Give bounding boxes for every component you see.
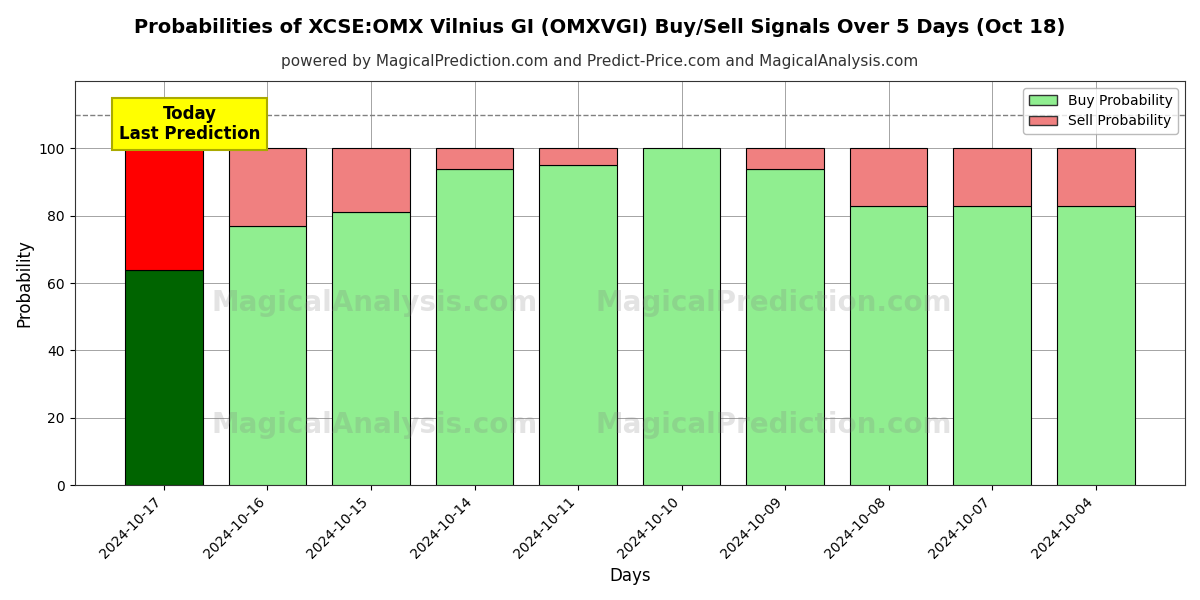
Text: MagicalAnalysis.com: MagicalAnalysis.com [211,289,538,317]
Text: Probabilities of XCSE:OMX Vilnius GI (OMXVGI) Buy/Sell Signals Over 5 Days (Oct : Probabilities of XCSE:OMX Vilnius GI (OM… [134,18,1066,37]
Y-axis label: Probability: Probability [16,239,34,327]
Bar [436,169,514,485]
Legend: Buy Probability, Sell Probability: Buy Probability, Sell Probability [1024,88,1178,134]
Bar [1057,148,1134,206]
Bar [125,269,203,485]
Bar [539,165,617,485]
X-axis label: Days: Days [610,567,650,585]
Bar [953,206,1031,485]
Text: MagicalAnalysis.com: MagicalAnalysis.com [211,410,538,439]
Bar [332,148,410,212]
Text: powered by MagicalPrediction.com and Predict-Price.com and MagicalAnalysis.com: powered by MagicalPrediction.com and Pre… [281,54,919,69]
Text: MagicalPrediction.com: MagicalPrediction.com [596,289,953,317]
Bar [746,148,824,169]
Bar [229,226,306,485]
Bar [1057,206,1134,485]
Text: Today
Last Prediction: Today Last Prediction [119,104,260,143]
Bar [643,148,720,485]
Bar [436,148,514,169]
Bar [539,148,617,165]
Text: MagicalPrediction.com: MagicalPrediction.com [596,410,953,439]
Bar [332,212,410,485]
Bar [229,148,306,226]
Bar [850,148,928,206]
Bar [953,148,1031,206]
Bar [850,206,928,485]
Bar [746,169,824,485]
Bar [125,148,203,269]
